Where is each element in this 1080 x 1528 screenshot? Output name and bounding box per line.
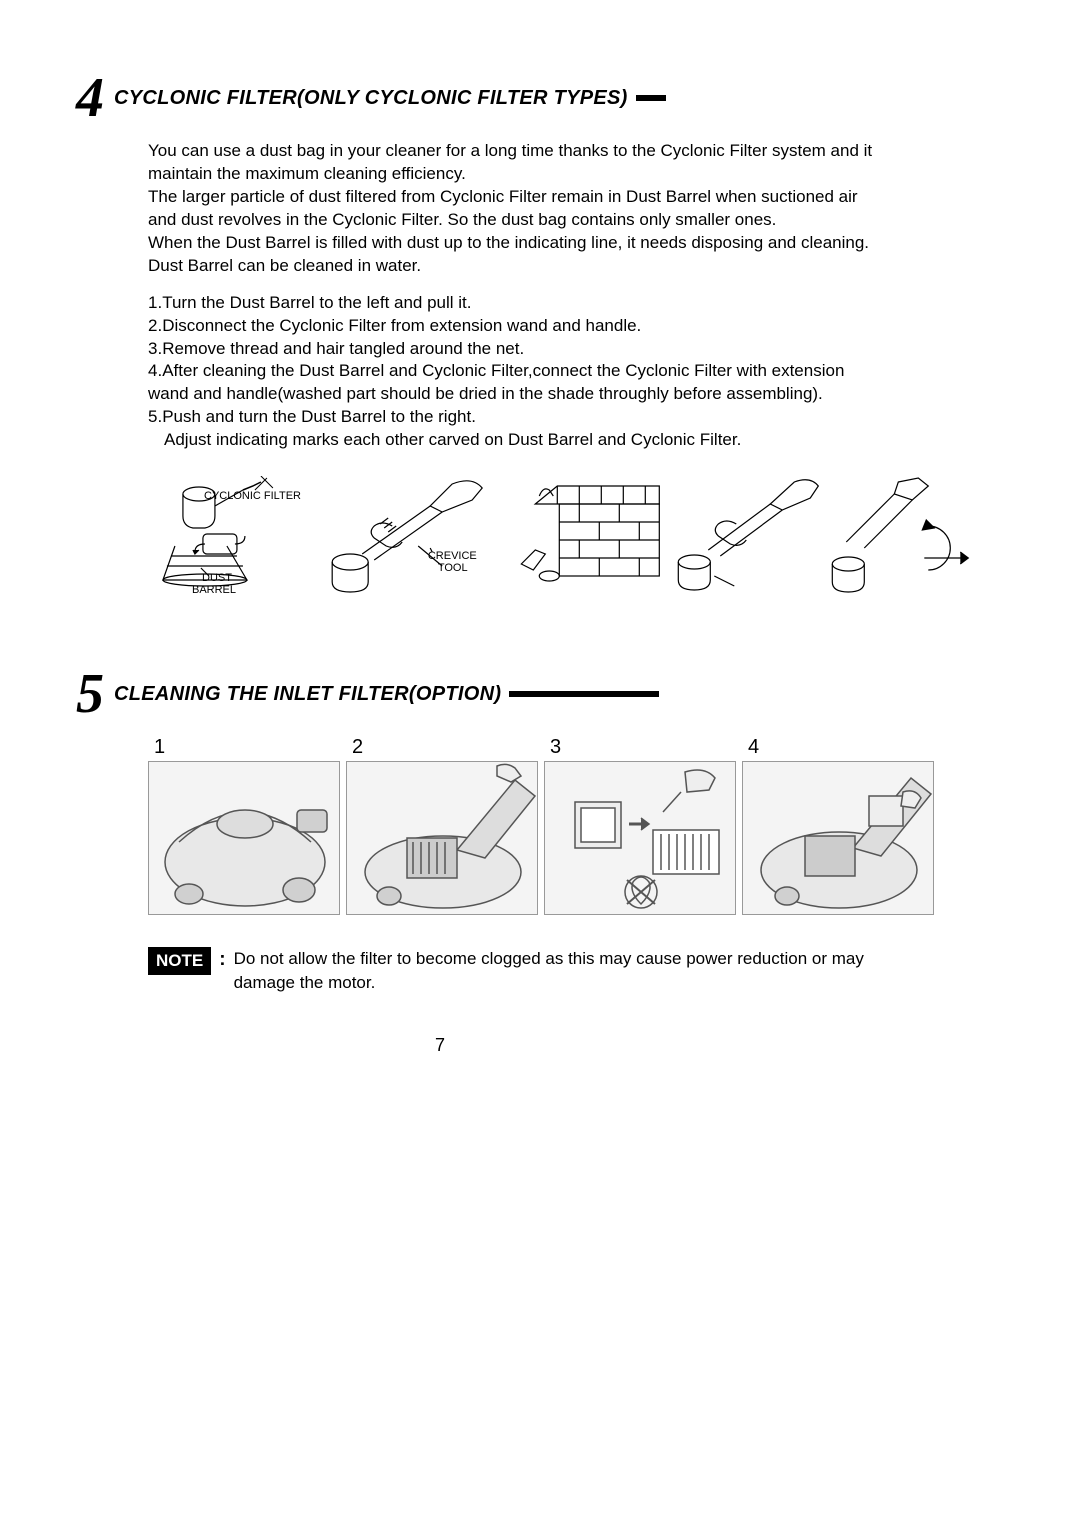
manual-page: 4 CYCLONIC FILTER(ONLY CYCLONIC FILTER T… (100, 70, 980, 1056)
push-turn-icon (827, 476, 980, 606)
vacuum-open-icon (347, 762, 538, 915)
wall-shade-icon (518, 476, 671, 606)
section-4-rule (636, 95, 666, 101)
photo-cell-3: 3 (544, 736, 736, 915)
step-item: 2.Disconnect the Cyclonic Filter from ex… (148, 315, 888, 338)
photo-number: 4 (748, 736, 934, 759)
label-dust: DUST (202, 572, 232, 584)
photo-number: 3 (550, 736, 736, 759)
step-item: 5.Push and turn the Dust Barrel to the r… (148, 406, 888, 452)
crevice-tool-icon (318, 476, 516, 606)
intro-paragraph: When the Dust Barrel is filled with dust… (148, 232, 888, 278)
page-number: 7 (0, 1035, 880, 1056)
section-5-rule (509, 691, 659, 697)
reconnect-icon (673, 476, 826, 606)
photo-number: 2 (352, 736, 538, 759)
section-4-diagrams: CYCLONIC FILTER DUST BARREL (148, 476, 980, 606)
note-row: NOTE : Do not allow the filter to become… (148, 947, 908, 995)
diagram-1: CYCLONIC FILTER DUST BARREL (148, 476, 316, 606)
section-5-photos: 1 2 (148, 736, 980, 915)
vacuum-closed-icon (149, 762, 340, 915)
label-crevice: CREVICE (428, 550, 477, 562)
step-item: 1.Turn the Dust Barrel to the left and p… (148, 292, 888, 315)
section-4-steps: 1.Turn the Dust Barrel to the left and p… (148, 292, 888, 453)
section-5-number: 5 (76, 666, 104, 722)
label-tool: TOOL (438, 562, 468, 574)
intro-paragraph: You can use a dust bag in your cleaner f… (148, 140, 888, 186)
photo-3-filter-wash (544, 761, 736, 915)
note-colon: : (219, 947, 225, 974)
intro-paragraph: The larger particle of dust filtered fro… (148, 186, 888, 232)
diagram-4 (673, 476, 826, 606)
diagram-3 (518, 476, 671, 606)
section-4-header: 4 CYCLONIC FILTER(ONLY CYCLONIC FILTER T… (76, 70, 956, 126)
photo-cell-1: 1 (148, 736, 340, 915)
vacuum-insert-icon (743, 762, 934, 915)
diagram-5 (827, 476, 980, 606)
section-5-title: CLEANING THE INLET FILTER(OPTION) (114, 683, 501, 706)
filter-wash-icon (545, 762, 736, 915)
section-4-number: 4 (76, 70, 104, 126)
diagram-2: CREVICE TOOL (318, 476, 516, 606)
step-item: 3.Remove thread and hair tangled around … (148, 338, 888, 361)
section-4-title: CYCLONIC FILTER(ONLY CYCLONIC FILTER TYP… (114, 87, 628, 110)
label-barrel: BARREL (192, 584, 236, 596)
photo-cell-4: 4 (742, 736, 934, 915)
step-item: 4.After cleaning the Dust Barrel and Cyc… (148, 360, 888, 406)
photo-2-vacuum-open (346, 761, 538, 915)
photo-4-vacuum-insert (742, 761, 934, 915)
section-5-header: 5 CLEANING THE INLET FILTER(OPTION) (76, 666, 956, 722)
photo-1-vacuum (148, 761, 340, 915)
section-4-intro: You can use a dust bag in your cleaner f… (148, 140, 888, 278)
note-text: Do not allow the filter to become clogge… (234, 947, 908, 995)
photo-number: 1 (154, 736, 340, 759)
label-cyclonic: CYCLONIC FILTER (204, 490, 301, 502)
photo-cell-2: 2 (346, 736, 538, 915)
note-badge: NOTE (148, 947, 211, 975)
